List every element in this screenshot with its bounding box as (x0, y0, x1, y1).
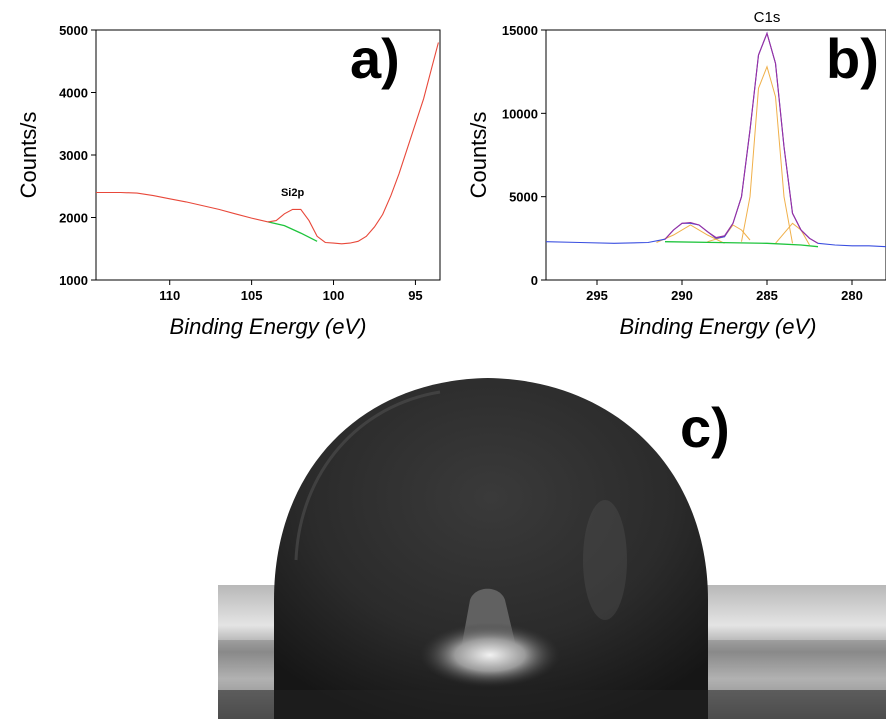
panel-label-b: b) (826, 27, 879, 90)
x-tick-label: 100 (323, 288, 345, 303)
x-tick-label: 295 (586, 288, 608, 303)
fit-component-line (741, 65, 793, 244)
y-tick-label: 5000 (59, 23, 88, 38)
y-tick-label: 4000 (59, 86, 88, 101)
x-tick-label: 110 (159, 288, 180, 303)
x-axis-title-b: Binding Energy (eV) (620, 314, 817, 339)
fit-component-line (656, 224, 725, 244)
annotation-c1s: C1s (754, 9, 781, 26)
x-tick-label: 285 (756, 288, 778, 303)
chart-panel-a: 110 105 100 95 1000 2000 3000 4000 5000 Si2p Cou… (16, 23, 441, 339)
x-tick-label: 105 (241, 288, 263, 303)
y-tick-label: 1000 (59, 273, 88, 288)
y-axis-title-b: Counts/s (466, 112, 491, 199)
x-axis-title-a: Binding Energy (eV) (170, 314, 367, 339)
panel-label-c: c) (680, 396, 730, 459)
spectrum-line (96, 42, 439, 245)
x-tick-label: 95 (408, 288, 422, 303)
y-tick-label: 3000 (59, 148, 88, 163)
fit-envelope-line (664, 31, 819, 244)
baseline-line (664, 241, 819, 248)
y-tick-label: 10000 (502, 106, 538, 121)
fit-component-line (775, 222, 810, 246)
plot-frame-b (545, 29, 886, 281)
annotation-si2p: Si2p (281, 187, 305, 199)
y-axis-title-a: Counts/s (16, 112, 41, 199)
x-tick-label: 280 (841, 288, 863, 303)
y-tick-label: 5000 (509, 190, 538, 205)
y-tick-label: 2000 (59, 211, 88, 226)
x-tick-label: 290 (671, 288, 693, 303)
chart-panel-b: 295 290 285 280 0 5000 10000 15000 C1s Counts/s… (466, 9, 886, 339)
baseline-line (267, 221, 318, 242)
fit-component-line (707, 224, 751, 243)
panel-label-a: a) (350, 27, 400, 90)
droplet-photo (218, 378, 886, 719)
y-tick-label: 15000 (502, 23, 538, 38)
y-tick-label: 0 (531, 273, 538, 288)
